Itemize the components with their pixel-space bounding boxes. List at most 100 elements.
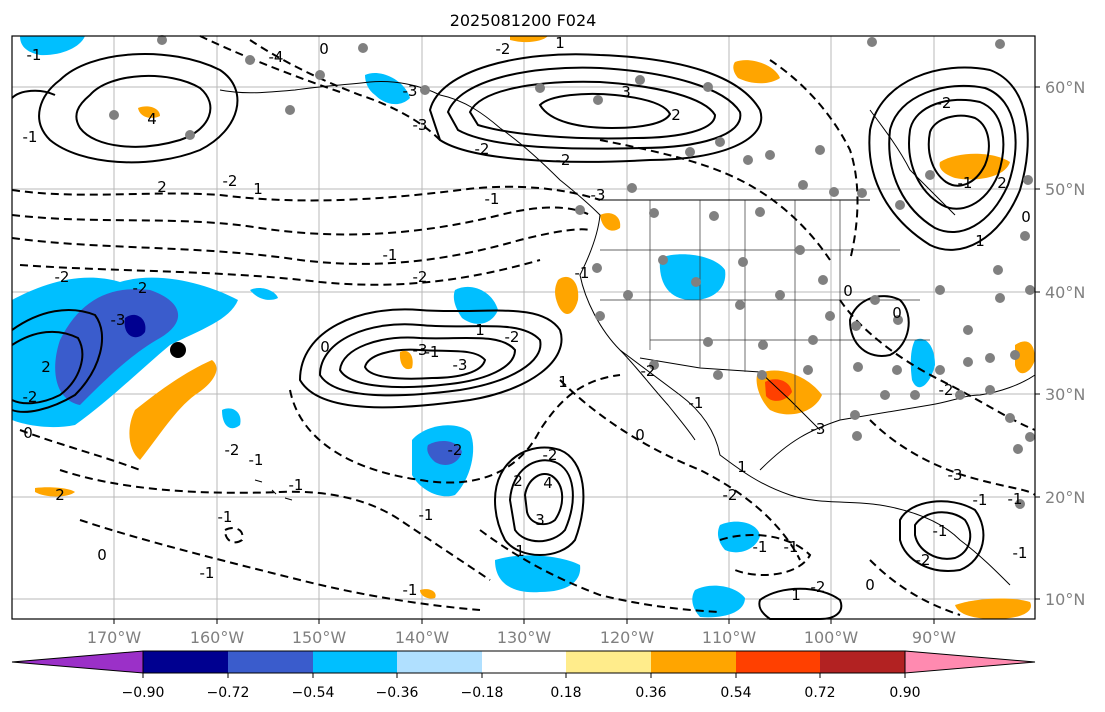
- contour-line: [888, 84, 1017, 233]
- contour-label: 0: [1021, 208, 1031, 226]
- contour-label: -2: [448, 441, 463, 459]
- contour-line: [11, 309, 104, 413]
- contour-label: 0: [320, 338, 330, 356]
- colorbar-tick-label: −0.72: [207, 685, 250, 701]
- negative-anomaly-region: [222, 408, 241, 429]
- colorbar-segment: [566, 651, 651, 673]
- contour-label: -2: [543, 446, 558, 464]
- contour-line: [523, 473, 564, 526]
- contour-line: [719, 534, 812, 576]
- longitude-label: 170°W: [87, 628, 142, 647]
- colorbar-frame: [142, 650, 906, 674]
- contour-label: -1: [1013, 544, 1028, 562]
- contour-label: -3: [111, 311, 126, 329]
- negative-anomaly-region: [453, 286, 498, 324]
- contour-line: [19, 429, 141, 471]
- contour-label: -1: [689, 394, 704, 412]
- contour-label: 4: [543, 474, 553, 492]
- contour-line: [758, 587, 843, 620]
- contour-label: -2: [723, 486, 738, 504]
- positive-anomaly-region: [399, 350, 413, 370]
- colorbar: −0.90 −0.72 −0.54 −0.36 −0.18 0.18 0.36 0.54 0.7…: [11, 650, 1036, 701]
- contour-label: -2: [556, 151, 571, 169]
- contour-label: -1: [23, 128, 38, 146]
- colorbar-tick-label: 0.36: [635, 685, 666, 701]
- positive-anomaly-region: [35, 487, 75, 497]
- contour-line: [19, 259, 541, 286]
- contour-label: -2: [55, 268, 70, 286]
- contour-label: 0: [23, 424, 33, 442]
- contour-line: [223, 527, 244, 544]
- contour-label: -1: [27, 46, 42, 64]
- contour-line: [428, 53, 763, 163]
- contour-line: [869, 559, 961, 616]
- contour-label: -2: [811, 578, 826, 596]
- latitude-labels: 60°N 50°N 40°N 30°N 20°N 10°N: [1035, 78, 1085, 609]
- contour-label: -3: [413, 116, 428, 134]
- contour-label: 1: [975, 232, 985, 250]
- contour-label: -1: [1008, 490, 1023, 508]
- contour-line: [318, 323, 542, 397]
- contour-label: 1: [475, 321, 485, 339]
- positive-anomaly-region: [510, 36, 548, 43]
- contour-label: 3: [535, 511, 545, 529]
- contour-label: -1: [425, 343, 440, 361]
- positive-anomaly-region: [138, 106, 160, 118]
- contour-label: -3: [811, 420, 826, 438]
- contour-label: 1: [555, 34, 565, 52]
- longitude-labels: 170°W 160°W 150°W 140°W 130°W 120°W 110°W 100°W…: [87, 619, 956, 647]
- contour-label: -2: [223, 172, 238, 190]
- negative-anomaly-region: [55, 289, 179, 405]
- contour-label: 0: [635, 426, 645, 444]
- contour-label: 2: [157, 178, 167, 196]
- hudson-bay-coast: [869, 109, 956, 216]
- negative-anomaly-region: [20, 36, 85, 56]
- contour-label: -1: [383, 246, 398, 264]
- contour-label: -1: [200, 564, 215, 582]
- colorbar-segment: [397, 651, 482, 673]
- contour-line: [289, 374, 621, 484]
- contour-label: -2: [475, 140, 490, 158]
- contour-line: [479, 529, 721, 613]
- contour-labels: 4-32-20-1-12-20-1-2-1 43-1-1-2-3-1-21-3-2…: [23, 34, 1031, 604]
- contour-line: [914, 511, 972, 560]
- longitude-label: 160°W: [190, 628, 245, 647]
- contour-line: [11, 206, 591, 236]
- contour-label: -3: [413, 341, 428, 359]
- longitude-label: 100°W: [804, 628, 859, 647]
- map-panel: 4-32-20-1-12-20-1-2-1 43-1-1-2-3-1-21-3-2…: [11, 34, 1036, 620]
- colorbar-tick-label: −0.54: [292, 685, 335, 701]
- contour-label: -1: [933, 522, 948, 540]
- contour-label: -1: [575, 264, 590, 282]
- contour-line: [493, 446, 585, 556]
- contour-label: -1: [419, 506, 434, 524]
- colorbar-segment: [313, 651, 397, 673]
- contour-line: [446, 66, 742, 150]
- negative-anomaly-region: [659, 254, 726, 301]
- contour-label: 1: [791, 586, 801, 604]
- positive-anomaly-region: [955, 598, 1031, 619]
- contour-line: [538, 92, 672, 130]
- colorbar-segment: [651, 651, 736, 673]
- colorbar-tick-label: −0.18: [461, 685, 504, 701]
- colorbar-segment: [736, 651, 820, 673]
- longitude-label: 150°W: [292, 628, 347, 647]
- latitude-label: 20°N: [1045, 488, 1085, 507]
- contour-label: -1: [958, 174, 973, 192]
- contour-line: [769, 59, 859, 261]
- latitude-label: 60°N: [1045, 78, 1085, 97]
- contour-label: -2: [916, 551, 931, 569]
- contour-line: [11, 185, 601, 202]
- contour-line: [363, 348, 487, 380]
- negative-anomaly-region: [495, 555, 581, 593]
- positive-anomaly-region: [1015, 341, 1035, 374]
- contour-line: [599, 139, 831, 261]
- positive-anomaly-region: [555, 276, 579, 315]
- colorbar-segment: [482, 651, 566, 673]
- contour-line: [11, 228, 591, 265]
- contour-label: -3: [591, 186, 606, 204]
- contour-label: 2: [55, 486, 65, 504]
- positive-anomaly-region: [600, 213, 621, 231]
- latitude-label: 40°N: [1045, 283, 1085, 302]
- contour-label: -2: [133, 279, 148, 297]
